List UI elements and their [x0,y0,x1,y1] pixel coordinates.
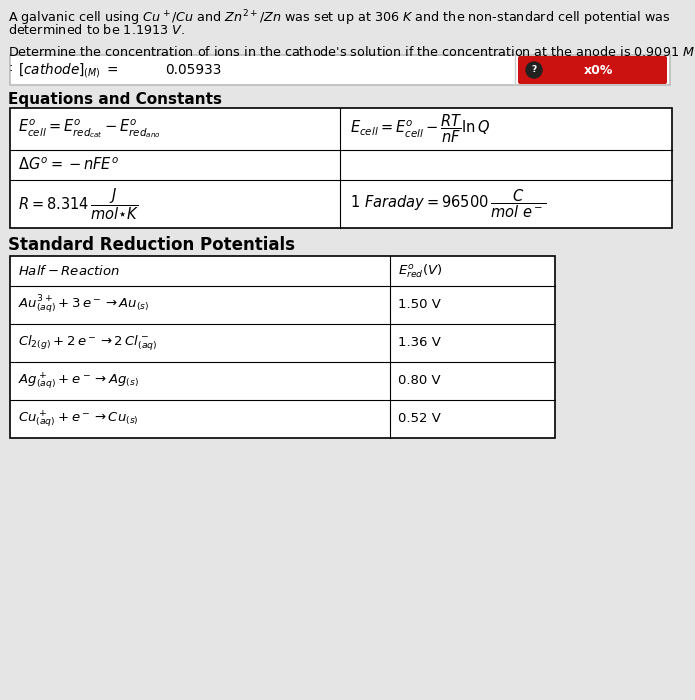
Text: $Cu^+_{(aq)} + e^- \rightarrow Cu_{(s)}$: $Cu^+_{(aq)} + e^- \rightarrow Cu_{(s)}$ [18,409,138,430]
Text: $Cl_{2(g)} + 2\,e^- \rightarrow 2\,Cl^-_{(aq)}$: $Cl_{2(g)} + 2\,e^- \rightarrow 2\,Cl^-_… [18,333,157,353]
Bar [10,55,670,85]
Text: 0.52 V: 0.52 V [398,412,441,426]
Text: $Ag^+_{(aq)} + e^- \rightarrow Ag_{(s)}$: $Ag^+_{(aq)} + e^- \rightarrow Ag_{(s)}$ [18,370,139,391]
Text: $E_{cell} = E^o_{cell} - \dfrac{RT}{nF}\ln Q$: $E_{cell} = E^o_{cell} - \dfrac{RT}{nF}\… [350,113,490,146]
Text: $1\ Faraday = 96500\,\dfrac{C}{mol\ e^-}$: $1\ Faraday = 96500\,\dfrac{C}{mol\ e^-}… [350,188,547,220]
Text: 1.36 V: 1.36 V [398,337,441,349]
Text: $R = 8.314\,\dfrac{J}{mol{\star}K}$: $R = 8.314\,\dfrac{J}{mol{\star}K}$ [18,186,139,222]
Text: $\Delta G^o = -nFE^o$: $\Delta G^o = -nFE^o$ [18,157,119,174]
Text: 0.80 V: 0.80 V [398,374,441,388]
Text: :: : [8,61,13,74]
Text: $Half - Reaction$: $Half - Reaction$ [18,264,120,278]
Text: Determine the concentration of ions in the cathode's solution if the concentrati: Determine the concentration of ions in t… [8,45,695,59]
Bar [10,256,555,438]
Text: 1.50 V: 1.50 V [398,298,441,312]
FancyBboxPatch shape [518,56,667,84]
Text: Equations and Constants: Equations and Constants [8,92,222,107]
Text: $E^o_{cell} = E^o_{red_{cat}} - E^o_{red_{ano}}$: $E^o_{cell} = E^o_{red_{cat}} - E^o_{red… [18,118,161,141]
Text: $Au^{3+}_{(aq)} + 3\,e^- \rightarrow Au_{(s)}$: $Au^{3+}_{(aq)} + 3\,e^- \rightarrow Au_… [18,294,149,316]
Text: ?: ? [532,66,537,74]
Text: A galvanic cell using $Cu^+/Cu$ and $Zn^{2+}/Zn$ was set up at 306 $K$ and the n: A galvanic cell using $Cu^+/Cu$ and $Zn^… [8,8,671,27]
Text: $[cathode]_{(M)}$$\; =$: $[cathode]_{(M)}$$\; =$ [18,60,118,80]
Text: $E^o_{red}(V)$: $E^o_{red}(V)$ [398,262,442,280]
Text: determined to be 1.1913 $V$.: determined to be 1.1913 $V$. [8,23,185,37]
Text: Standard Reduction Potentials: Standard Reduction Potentials [8,236,295,254]
Text: 0.05933: 0.05933 [165,63,222,77]
Circle shape [526,62,542,78]
Bar [10,108,672,228]
Text: x0%: x0% [584,64,613,76]
